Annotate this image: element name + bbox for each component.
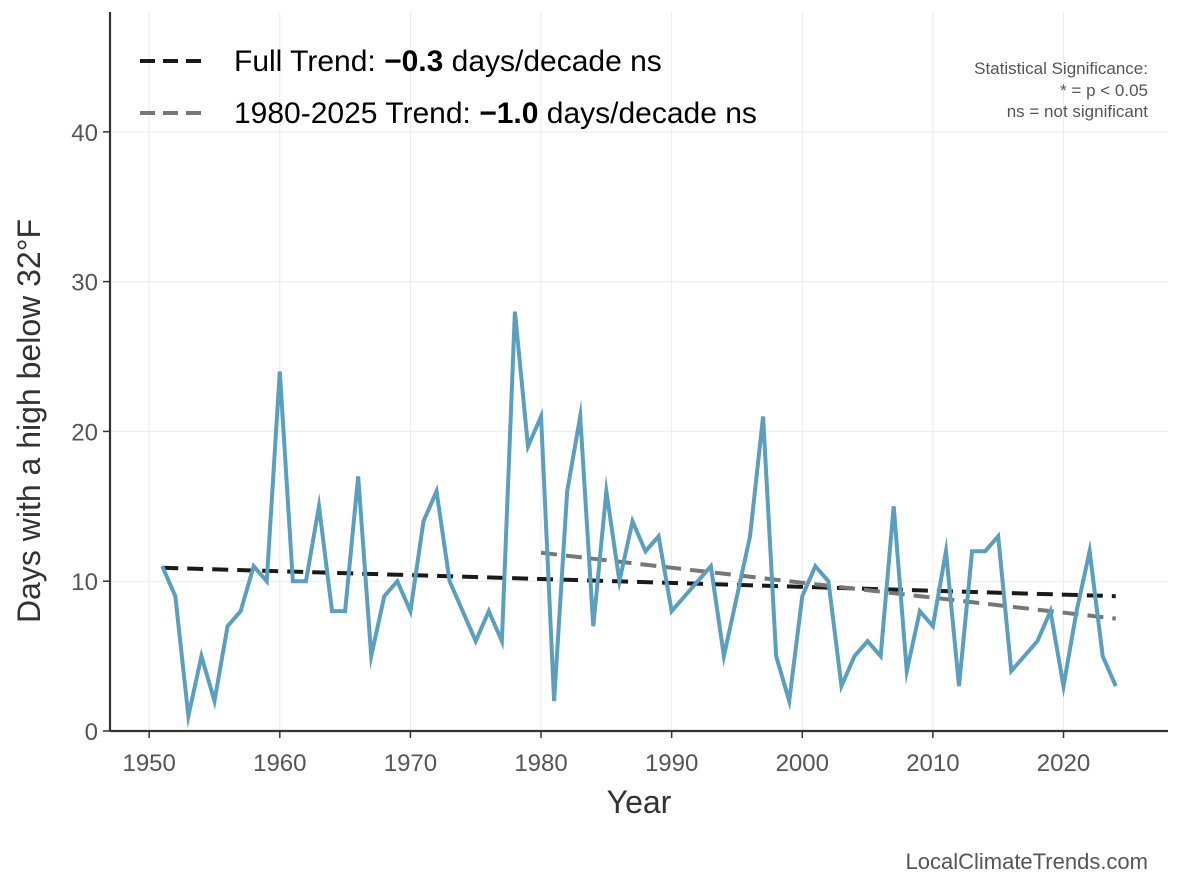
x-tick-label: 1960 — [253, 750, 306, 777]
full-trend-line — [162, 565, 1116, 599]
x-ticks: 1950 1960 1970 1980 1990 2000 2010 2020 — [122, 731, 1090, 777]
legend-recent-value: −1.0 — [479, 97, 538, 130]
legend-full-trend-label: Full Trend: −0.3 days/decade ns — [234, 45, 662, 78]
y-ticks: 0 10 20 30 40 — [71, 120, 110, 746]
significance-title: Statistical Significance: — [974, 59, 1148, 78]
x-tick-label: 1980 — [514, 750, 567, 777]
legend-recent-trend-label: 1980-2025 Trend: −1.0 days/decade ns — [234, 97, 757, 130]
legend-recent-suffix: days/decade ns — [538, 97, 756, 130]
y-axis-title: Days with a high below 32°F — [11, 219, 47, 623]
significance-line-ns: ns = not significant — [1007, 102, 1149, 121]
series-line — [160, 311, 1118, 729]
legend: Full Trend: −0.3 days/decade ns 1980-202… — [140, 45, 757, 130]
y-tick-label: 0 — [85, 719, 98, 746]
significance-note: Statistical Significance: * = p < 0.05 n… — [974, 59, 1148, 121]
y-tick-label: 30 — [71, 270, 98, 297]
x-tick-label: 1950 — [122, 750, 175, 777]
x-tick-label: 2020 — [1037, 750, 1090, 777]
significance-line-p: * = p < 0.05 — [1060, 81, 1148, 100]
x-axis-title: Year — [607, 784, 672, 820]
x-tick-label: 1990 — [645, 750, 698, 777]
x-tick-label: 2010 — [906, 750, 959, 777]
legend-recent-prefix: 1980-2025 Trend: — [234, 97, 479, 130]
y-tick-label: 10 — [71, 569, 98, 596]
legend-full-value: −0.3 — [384, 45, 443, 78]
y-tick-label: 40 — [71, 120, 98, 147]
y-tick-label: 20 — [71, 419, 98, 446]
source-credit: LocalClimateTrends.com — [906, 849, 1149, 874]
x-tick-label: 1970 — [384, 750, 437, 777]
legend-full-suffix: days/decade ns — [443, 45, 661, 78]
legend-full-prefix: Full Trend: — [234, 45, 384, 78]
x-tick-label: 2000 — [776, 750, 829, 777]
series-layer — [160, 311, 1118, 729]
